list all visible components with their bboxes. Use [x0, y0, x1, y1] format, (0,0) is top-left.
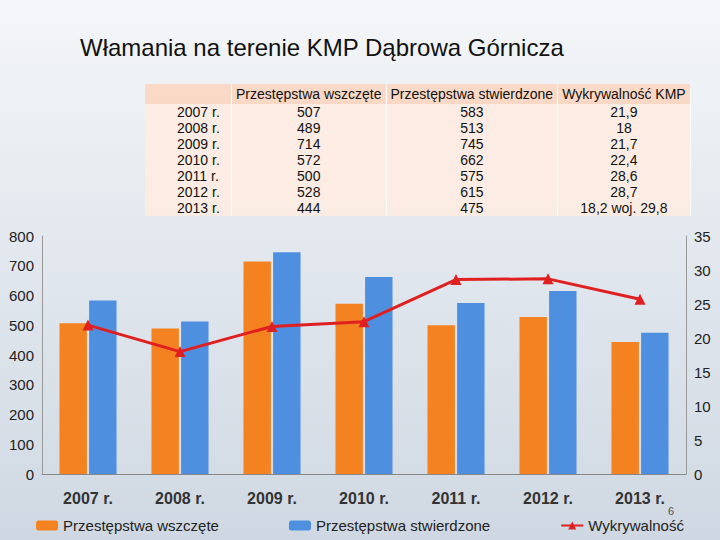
- html-text:583: 583: [460, 104, 484, 120]
- html-text:507: 507: [297, 104, 321, 120]
- svg-text:5: 5: [694, 432, 702, 449]
- html-text:2012 r.: 2012 r.: [177, 184, 220, 200]
- svg-text:2007 r.: 2007 r.: [63, 490, 113, 507]
- html-text:444: 444: [297, 200, 321, 216]
- svg-text:700: 700: [9, 257, 34, 274]
- svg-text:2010 r.: 2010 r.: [339, 490, 389, 507]
- html-text:21,7: 21,7: [610, 136, 638, 152]
- html-text:2013 r.: 2013 r.: [177, 200, 220, 216]
- html-text:500: 500: [297, 168, 321, 184]
- svg-text:30: 30: [694, 262, 711, 279]
- svg-text:2009 r.: 2009 r.: [247, 490, 297, 507]
- svg-text:200: 200: [9, 406, 34, 423]
- html-text:513: 513: [460, 120, 484, 136]
- html-text:Przestępstwa wszczęte: Przestępstwa wszczęte: [236, 86, 382, 102]
- html-text:28,6: 28,6: [610, 168, 638, 184]
- svg-text:2013 r.: 2013 r.: [615, 490, 665, 507]
- svg-text:2008 r.: 2008 r.: [155, 490, 205, 507]
- html-text:6: 6: [668, 505, 675, 517]
- html-text:2009 r.: 2009 r.: [177, 136, 220, 152]
- html-text:28,7: 28,7: [610, 184, 638, 200]
- html-text:528: 528: [297, 184, 321, 200]
- svg-text:25: 25: [694, 296, 711, 313]
- html-text:18: 18: [616, 120, 632, 136]
- html-text:615: 615: [460, 184, 484, 200]
- svg-text:400: 400: [9, 347, 34, 364]
- html-text:714: 714: [297, 136, 321, 152]
- svg-text:15: 15: [694, 364, 711, 381]
- svg-text:0: 0: [26, 466, 34, 483]
- svg-text:20: 20: [694, 330, 711, 347]
- html-text:2010 r.: 2010 r.: [177, 152, 220, 168]
- html-text:22,4: 22,4: [610, 152, 638, 168]
- svg-text:Przestępstwa wszczęte: Przestępstwa wszczęte: [63, 517, 219, 534]
- svg-text:35: 35: [694, 228, 711, 245]
- html-text:745: 745: [460, 136, 484, 152]
- html-text:475: 475: [460, 200, 484, 216]
- svg-text:Przestępstwa stwierdzone: Przestępstwa stwierdzone: [316, 517, 490, 534]
- svg-text:500: 500: [9, 317, 34, 334]
- svg-text:Włamania na terenie KMP Dąbrow: Włamania na terenie KMP Dąbrowa Górnicza: [80, 34, 564, 61]
- svg-text:Wykrywalność: Wykrywalność: [588, 517, 684, 534]
- svg-text:0: 0: [694, 466, 702, 483]
- svg-text:300: 300: [9, 376, 34, 393]
- html-text:575: 575: [460, 168, 484, 184]
- html-text:2011 r.: 2011 r.: [177, 168, 219, 184]
- html-text:572: 572: [297, 152, 321, 168]
- html-text:662: 662: [460, 152, 484, 168]
- svg-text:800: 800: [9, 228, 34, 245]
- svg-text:2012 r.: 2012 r.: [523, 490, 573, 507]
- html-text:18,2 woj. 29,8: 18,2 woj. 29,8: [580, 200, 668, 216]
- svg-text:100: 100: [9, 436, 34, 453]
- svg-text:2011 r.: 2011 r.: [432, 490, 481, 507]
- html-text:2008 r.: 2008 r.: [177, 120, 220, 136]
- html-text:2007 r.: 2007 r.: [177, 104, 220, 120]
- svg-text:10: 10: [694, 398, 711, 415]
- html-text:21,9: 21,9: [610, 104, 638, 120]
- html-text:Przestępstwa stwierdzone: Przestępstwa stwierdzone: [390, 86, 554, 102]
- html-text:489: 489: [297, 120, 321, 136]
- svg-text:600: 600: [9, 287, 34, 304]
- html-text:Wykrywalność KMP: Wykrywalność KMP: [562, 86, 686, 102]
